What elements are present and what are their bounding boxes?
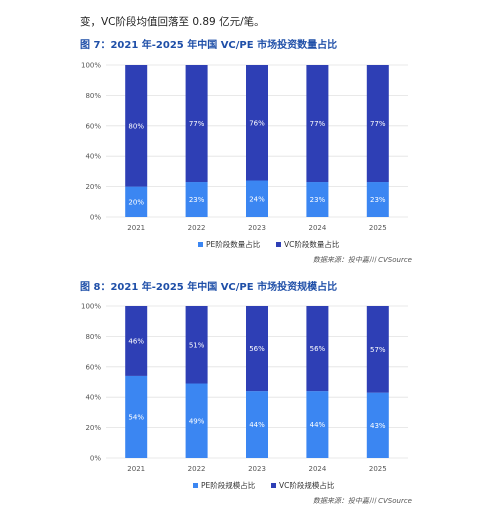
bar-segment bbox=[306, 391, 329, 458]
legend-label: VC阶段数量占比 bbox=[284, 239, 340, 249]
bar-segment bbox=[246, 391, 268, 458]
y-tick-label: 0% bbox=[90, 214, 101, 222]
source-note: 数据来源：投中嘉川 CVSource bbox=[313, 256, 412, 264]
bar-segment bbox=[185, 383, 208, 458]
y-tick-label: 80% bbox=[85, 92, 101, 100]
x-tick-label: 2021 bbox=[127, 224, 145, 232]
y-tick-label: 0% bbox=[90, 455, 101, 463]
bar-segment bbox=[125, 65, 148, 187]
figure-7-title: 图 7：2021 年-2025 年中国 VC/PE 市场投资数量占比 bbox=[80, 40, 338, 51]
bar-value-label: 44% bbox=[249, 421, 265, 429]
figure-7-svg: 0% 20% 40% 60% 80% 100% 20% 80% 2021 23% 77% 2022 24… bbox=[81, 62, 412, 265]
bar-segment bbox=[125, 186, 148, 217]
bar-value-label: 24% bbox=[249, 195, 265, 203]
bar-value-label: 57% bbox=[370, 346, 386, 354]
bar-segment bbox=[306, 65, 329, 183]
bar-value-label: 80% bbox=[128, 122, 144, 130]
legend-label: PE阶段规模占比 bbox=[201, 480, 256, 490]
y-tick-label: 40% bbox=[85, 153, 101, 161]
bar-value-label: 51% bbox=[189, 341, 205, 349]
y-tick-label: 60% bbox=[85, 122, 101, 130]
legend-swatch bbox=[271, 483, 276, 488]
legend-swatch bbox=[276, 242, 281, 247]
bar-value-label: 54% bbox=[128, 413, 144, 421]
figure-8-chart: 0% 20% 40% 60% 80% 100% 54% 46% 2021 49% 51% 2022 44… bbox=[80, 296, 420, 511]
x-tick-label: 2021 bbox=[127, 465, 145, 473]
bar-segment bbox=[185, 306, 208, 384]
bar-segment bbox=[246, 306, 268, 392]
bar-segment bbox=[185, 65, 208, 183]
bar-value-label: 77% bbox=[370, 120, 386, 128]
bar-value-label: 23% bbox=[310, 196, 326, 204]
legend-swatch bbox=[193, 483, 198, 488]
bar-segment bbox=[366, 392, 389, 458]
legend-swatch bbox=[198, 242, 203, 247]
bar-value-label: 20% bbox=[128, 198, 144, 206]
bar-value-label: 46% bbox=[128, 337, 144, 345]
bar-value-label: 43% bbox=[370, 422, 386, 430]
bar-segment bbox=[366, 306, 389, 393]
x-tick-label: 2023 bbox=[248, 465, 266, 473]
legend-label: PE阶段数量占比 bbox=[206, 239, 261, 249]
bar-segment bbox=[246, 65, 268, 181]
x-tick-label: 2022 bbox=[188, 224, 206, 232]
x-tick-label: 2024 bbox=[308, 224, 326, 232]
y-tick-label: 20% bbox=[85, 424, 101, 432]
bar-value-label: 76% bbox=[249, 119, 265, 127]
x-tick-label: 2022 bbox=[188, 465, 206, 473]
bar-segment bbox=[246, 180, 268, 217]
bar-value-label: 49% bbox=[189, 417, 205, 425]
bar-value-label: 56% bbox=[249, 345, 265, 353]
y-tick-label: 100% bbox=[81, 62, 101, 70]
bar-value-label: 23% bbox=[370, 196, 386, 204]
bar-segment bbox=[185, 182, 208, 217]
x-tick-label: 2024 bbox=[308, 465, 326, 473]
bar-segment bbox=[366, 182, 389, 217]
y-tick-label: 80% bbox=[85, 333, 101, 341]
y-tick-label: 20% bbox=[85, 183, 101, 191]
bar-segment bbox=[306, 306, 329, 392]
y-tick-label: 100% bbox=[81, 303, 101, 311]
intro-text: 变，VC阶段均值回落至 0.89 亿元/笔。 bbox=[80, 16, 265, 28]
bar-value-label: 44% bbox=[310, 421, 326, 429]
legend-label: VC阶段规模占比 bbox=[279, 480, 335, 490]
figure-7-chart: 0% 20% 40% 60% 80% 100% 20% 80% 2021 23% 77% 2022 24… bbox=[80, 55, 420, 270]
x-tick-label: 2025 bbox=[369, 465, 387, 473]
bar-value-label: 77% bbox=[310, 120, 326, 128]
bar-value-label: 56% bbox=[310, 345, 326, 353]
figure-8-title: 图 8：2021 年-2025 年中国 VC/PE 市场投资规模占比 bbox=[80, 282, 338, 293]
y-tick-label: 60% bbox=[85, 363, 101, 371]
x-tick-label: 2025 bbox=[369, 224, 387, 232]
figure-8-svg: 0% 20% 40% 60% 80% 100% 54% 46% 2021 49% 51% 2022 44… bbox=[81, 303, 412, 506]
bar-segment bbox=[125, 375, 148, 458]
x-tick-label: 2023 bbox=[248, 224, 266, 232]
bar-value-label: 77% bbox=[189, 120, 205, 128]
bar-segment bbox=[125, 306, 148, 376]
source-note: 数据来源：投中嘉川 CVSource bbox=[313, 497, 412, 505]
bar-value-label: 23% bbox=[189, 196, 205, 204]
bar-segment bbox=[306, 182, 329, 217]
bar-segment bbox=[366, 65, 389, 183]
y-tick-label: 40% bbox=[85, 394, 101, 402]
